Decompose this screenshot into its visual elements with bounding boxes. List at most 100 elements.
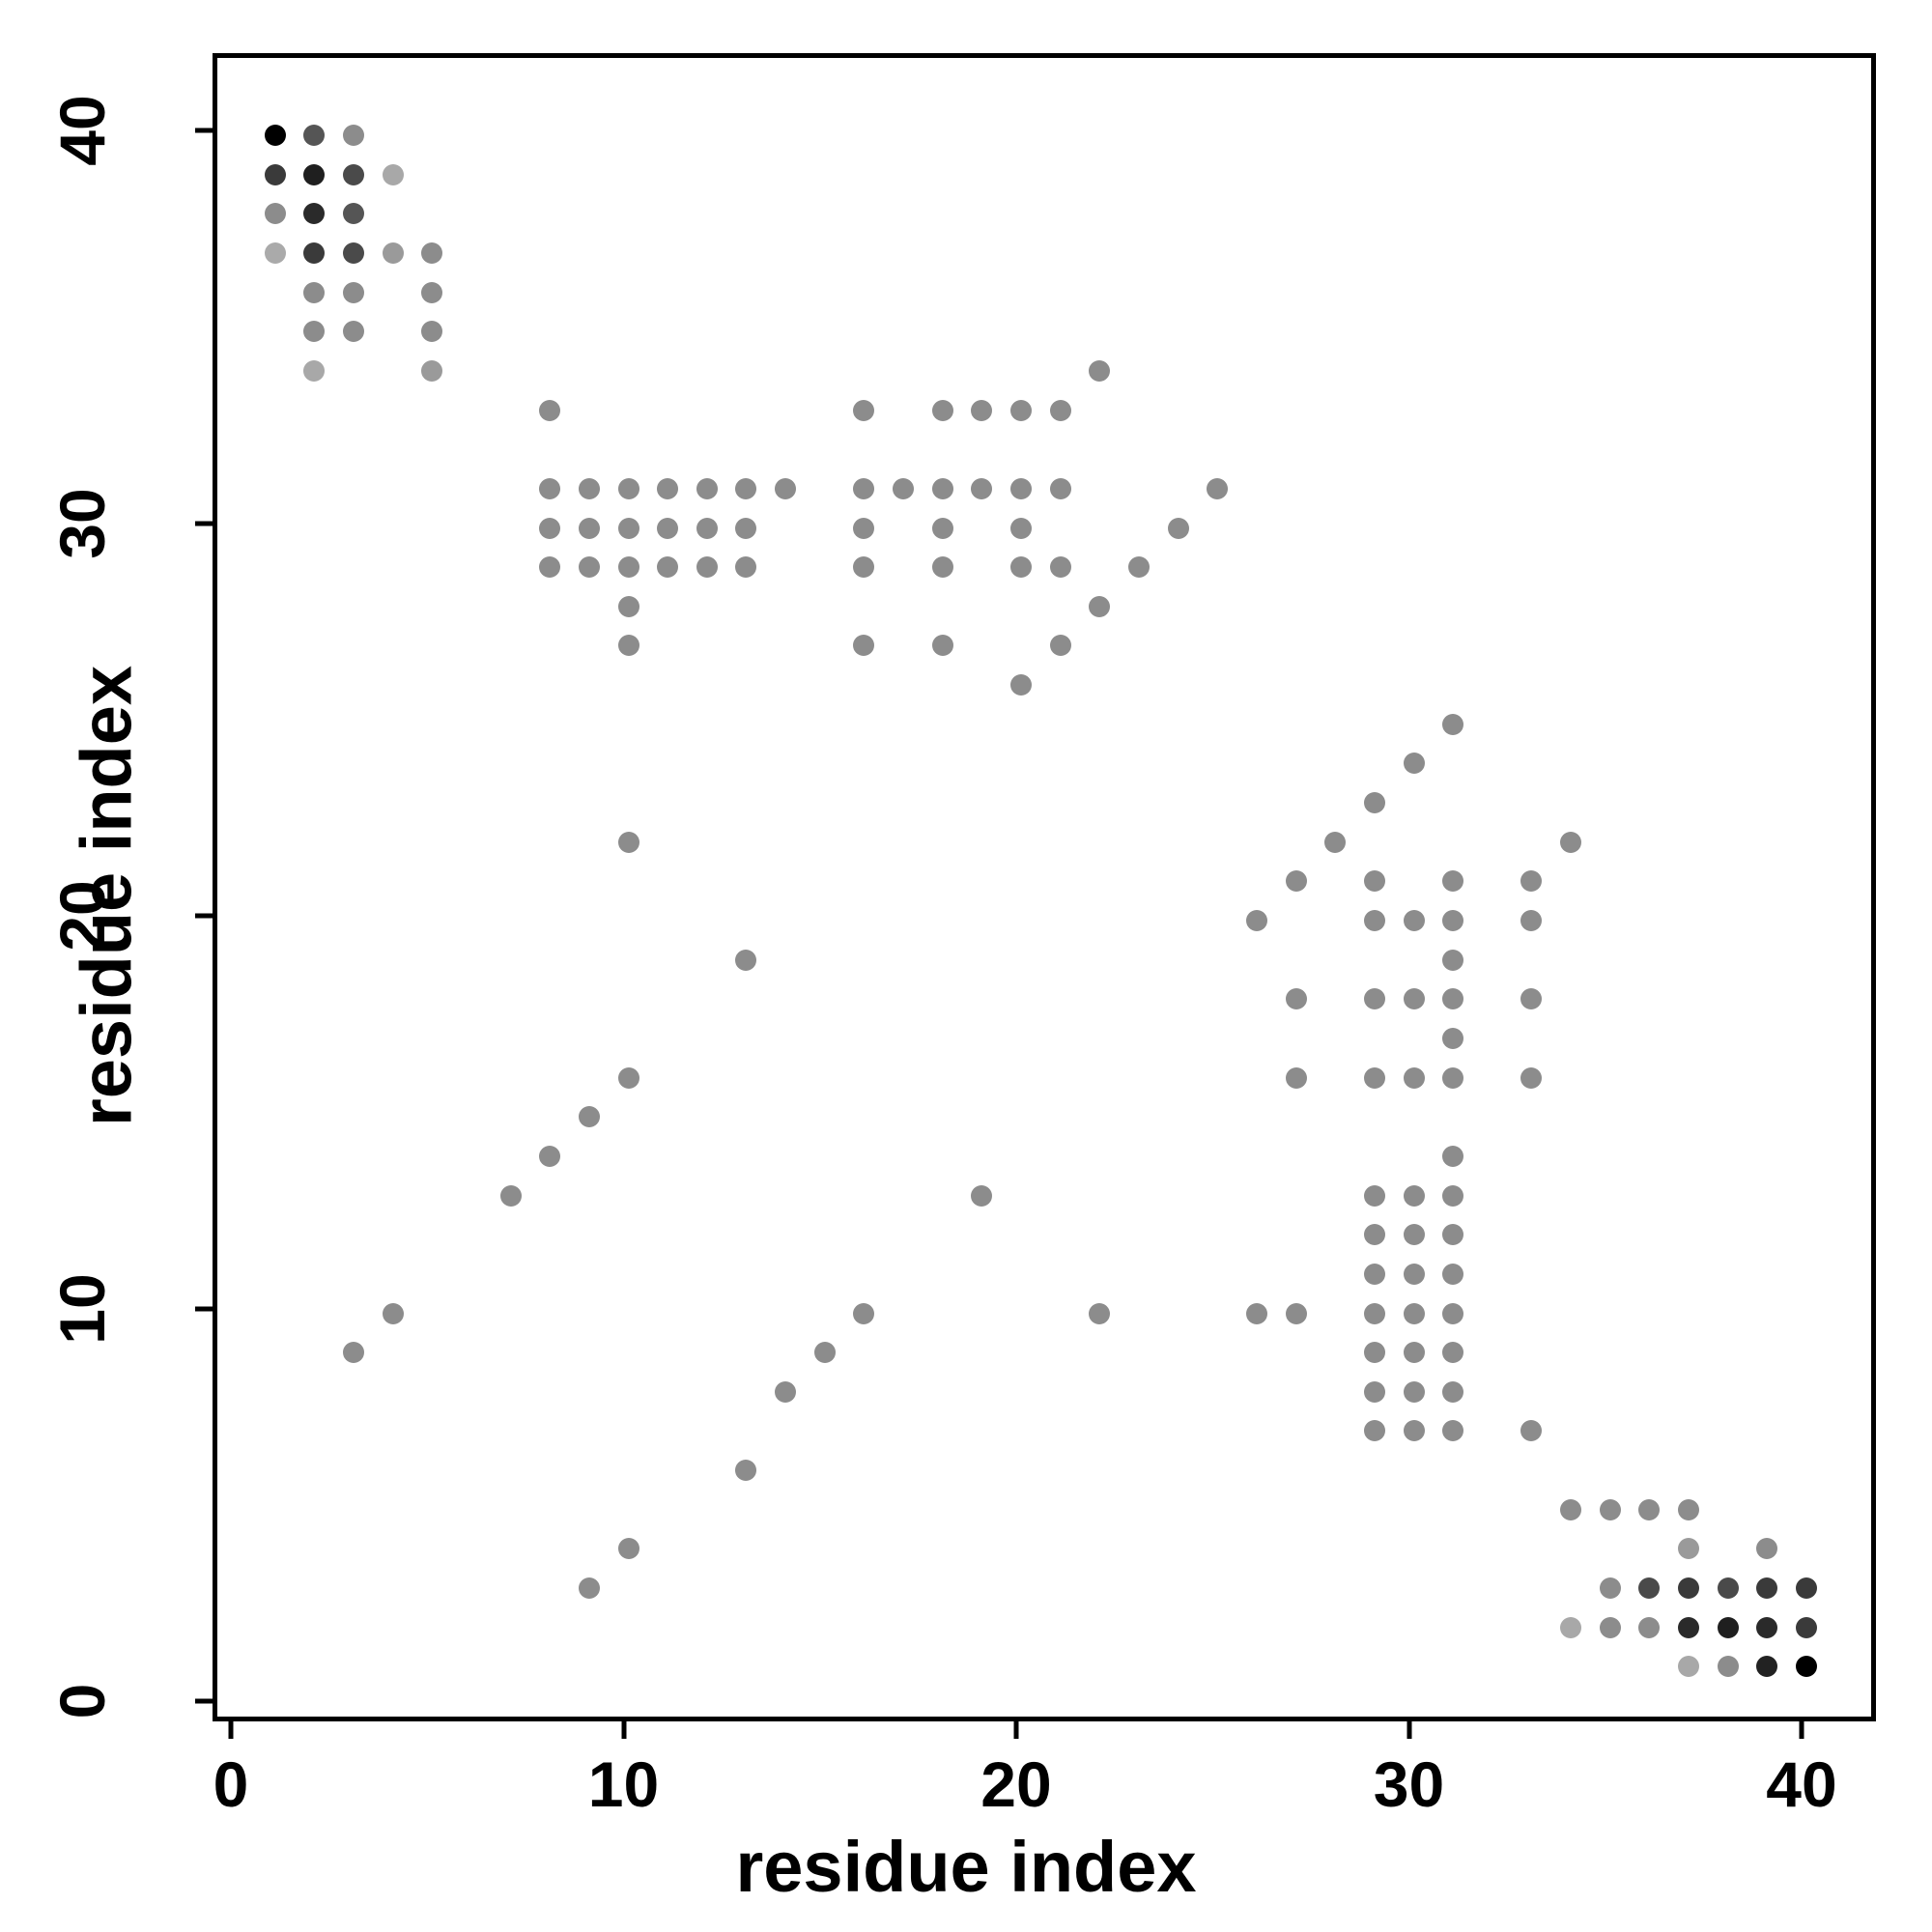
scatter-point xyxy=(1442,713,1464,735)
scatter-point xyxy=(657,477,679,499)
scatter-point xyxy=(1010,674,1032,696)
scatter-point xyxy=(696,477,718,499)
scatter-point xyxy=(1678,1656,1700,1678)
scatter-point xyxy=(1167,517,1189,539)
scatter-point xyxy=(1520,1420,1543,1442)
scatter-point xyxy=(342,163,364,185)
scatter-point xyxy=(617,477,639,499)
scatter-point xyxy=(1403,1066,1425,1089)
scatter-point xyxy=(421,242,443,264)
scatter-point xyxy=(1678,1538,1700,1560)
scatter-point xyxy=(1324,831,1347,853)
scatter-point xyxy=(617,1538,639,1560)
scatter-point xyxy=(1127,556,1150,579)
scatter-point xyxy=(1638,1498,1661,1520)
scatter-point xyxy=(303,163,326,185)
y-axis-tick xyxy=(195,521,213,526)
scatter-point xyxy=(1442,1263,1464,1285)
scatter-point xyxy=(1520,988,1543,1010)
scatter-point xyxy=(1599,1498,1621,1520)
y-axis-tick-label: 0 xyxy=(46,1683,118,1719)
scatter-point xyxy=(1442,1420,1464,1442)
scatter-point xyxy=(342,125,364,146)
scatter-point xyxy=(1403,1302,1425,1324)
x-axis-tick-label: 40 xyxy=(1766,1748,1837,1820)
scatter-point xyxy=(1442,1184,1464,1207)
scatter-point xyxy=(1403,910,1425,931)
scatter-point xyxy=(853,399,875,421)
scatter-point xyxy=(303,242,326,264)
scatter-point xyxy=(1363,1184,1385,1207)
scatter-point xyxy=(931,556,953,579)
scatter-point xyxy=(971,399,993,421)
scatter-point xyxy=(1560,1498,1582,1520)
scatter-point xyxy=(813,1342,836,1364)
scatter-point xyxy=(735,556,757,579)
y-axis-title: residue index xyxy=(66,665,147,1127)
scatter-point xyxy=(1363,1066,1385,1089)
scatter-point xyxy=(539,477,561,499)
x-axis-tick-label: 10 xyxy=(587,1748,660,1820)
scatter-point xyxy=(657,556,679,579)
scatter-point xyxy=(539,517,561,539)
scatter-point xyxy=(1363,870,1385,893)
scatter-point xyxy=(1678,1498,1700,1520)
scatter-point xyxy=(1403,1184,1425,1207)
scatter-point xyxy=(1756,1656,1778,1678)
scatter-point xyxy=(1285,870,1307,893)
scatter-point xyxy=(303,359,326,382)
scatter-point xyxy=(342,321,364,343)
scatter-point xyxy=(1285,988,1307,1010)
scatter-point xyxy=(1285,1066,1307,1089)
scatter-point xyxy=(1049,477,1071,499)
scatter-point xyxy=(1442,1027,1464,1049)
scatter-point xyxy=(1403,1263,1425,1285)
scatter-point xyxy=(303,125,326,146)
scatter-point xyxy=(617,595,639,617)
x-axis-tick xyxy=(1799,1721,1804,1739)
scatter-point xyxy=(893,477,915,499)
plot-area xyxy=(213,53,1876,1721)
scatter-point xyxy=(853,517,875,539)
scatter-point xyxy=(421,321,443,343)
scatter-point xyxy=(342,203,364,225)
scatter-point xyxy=(775,1380,797,1403)
scatter-point xyxy=(971,1184,993,1207)
scatter-point xyxy=(382,1302,404,1324)
scatter-point xyxy=(264,163,286,185)
scatter-point xyxy=(735,1460,757,1482)
scatter-point xyxy=(617,556,639,579)
scatter-point xyxy=(539,556,561,579)
scatter-point xyxy=(1756,1538,1778,1560)
scatter-point xyxy=(1363,1263,1385,1285)
scatter-point xyxy=(578,1577,600,1600)
scatter-point xyxy=(1678,1616,1700,1638)
scatter-point xyxy=(735,477,757,499)
y-axis-tick xyxy=(195,913,213,919)
scatter-point xyxy=(1442,1380,1464,1403)
scatter-point xyxy=(971,477,993,499)
x-axis-tick-label: 20 xyxy=(980,1748,1052,1820)
scatter-point xyxy=(617,517,639,539)
scatter-point xyxy=(931,399,953,421)
scatter-point xyxy=(775,477,797,499)
scatter-point xyxy=(1089,595,1111,617)
scatter-point xyxy=(1442,1224,1464,1246)
scatter-point xyxy=(1207,477,1229,499)
scatter-point xyxy=(931,635,953,657)
scatter-point xyxy=(1638,1616,1661,1638)
x-axis-tick-label: 0 xyxy=(213,1748,249,1820)
scatter-point xyxy=(1363,988,1385,1010)
y-axis-title-wrapper: residue index xyxy=(66,124,148,1669)
scatter-point xyxy=(1796,1616,1817,1638)
scatter-point xyxy=(1245,910,1267,931)
scatter-points-layer xyxy=(217,58,1871,1717)
scatter-point xyxy=(1049,399,1071,421)
scatter-point xyxy=(303,321,326,343)
scatter-point xyxy=(1442,988,1464,1010)
scatter-point xyxy=(1756,1616,1778,1638)
scatter-point xyxy=(931,517,953,539)
scatter-point xyxy=(1560,831,1582,853)
scatter-point xyxy=(1442,910,1464,931)
scatter-point xyxy=(1520,1066,1543,1089)
